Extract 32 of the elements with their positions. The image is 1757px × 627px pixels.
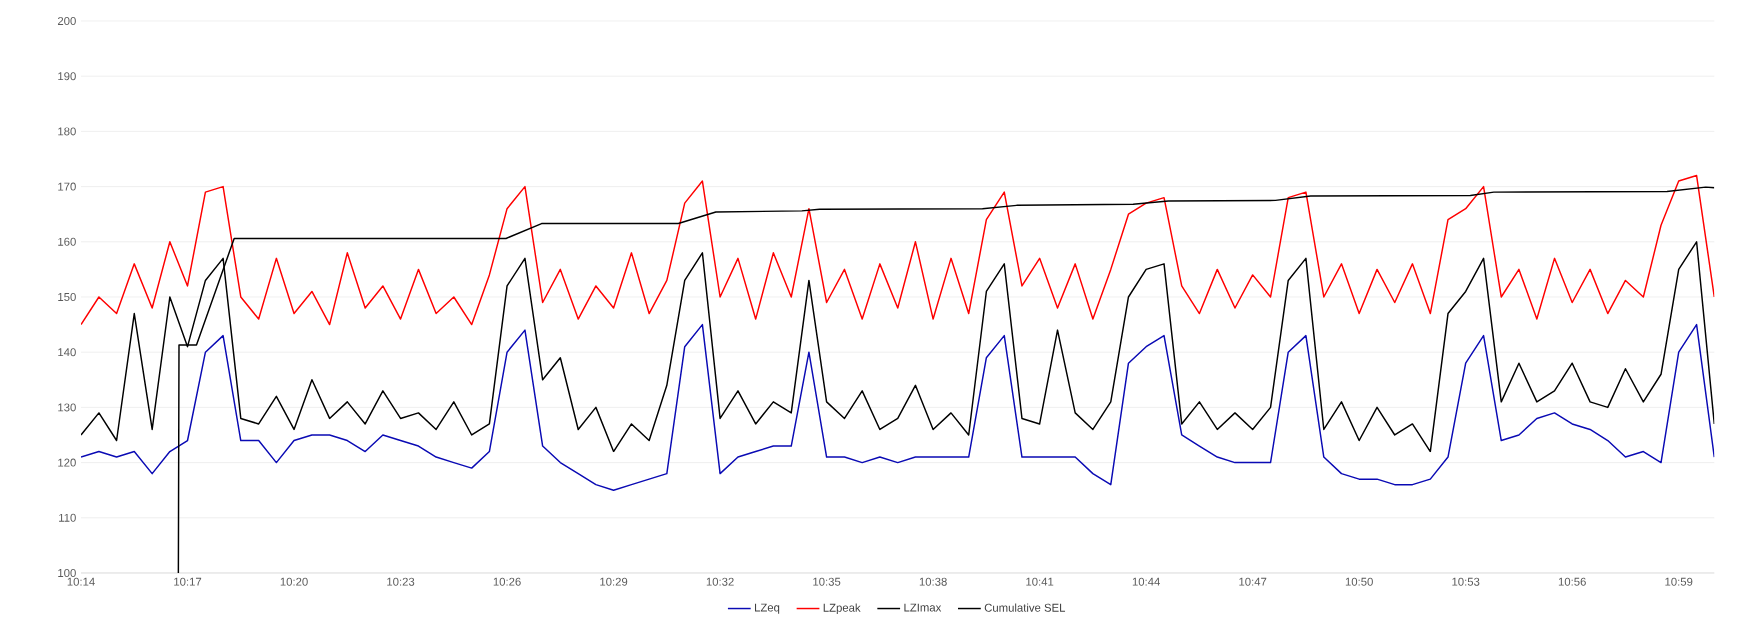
x-tick-label: 10:29 bbox=[600, 577, 628, 586]
x-tick-label: 10:47 bbox=[1239, 577, 1267, 586]
legend-label: Cumulative SEL bbox=[984, 603, 1066, 612]
x-tick-label: 10:50 bbox=[1345, 577, 1373, 586]
x-tick-label: 10:32 bbox=[706, 577, 734, 586]
x-tick-label: 10:35 bbox=[813, 577, 841, 586]
x-tick-label: 10:53 bbox=[1452, 577, 1480, 586]
y-tick-label: 100 bbox=[58, 568, 76, 577]
line-series bbox=[81, 174, 1715, 326]
y-tick-label: 190 bbox=[58, 72, 76, 81]
legend-label: LZeq bbox=[755, 603, 780, 614]
x-tick-label: 10:44 bbox=[1132, 577, 1160, 586]
x-tick-label: 10:59 bbox=[1665, 577, 1693, 586]
legend-label: LZImax bbox=[904, 603, 942, 612]
x-tick-label: 10:23 bbox=[387, 577, 415, 586]
x-tick-label: 10:41 bbox=[1026, 577, 1054, 586]
x-tick-label: 10:17 bbox=[174, 577, 202, 586]
y-tick-label: 160 bbox=[58, 237, 76, 246]
y-tick-label: 170 bbox=[58, 182, 76, 191]
y-tick-label: 150 bbox=[58, 292, 76, 301]
x-tick-label: 10:26 bbox=[493, 577, 521, 586]
y-tick-label: 140 bbox=[58, 348, 76, 357]
y-tick-label: 130 bbox=[58, 403, 76, 412]
y-tick-label: 110 bbox=[59, 513, 76, 522]
x-tick-label: 10:56 bbox=[1558, 577, 1586, 586]
legend-label: LZpeak bbox=[823, 603, 861, 614]
x-tick-label: 10:14 bbox=[67, 577, 95, 586]
y-tick-label: 120 bbox=[58, 458, 76, 467]
x-tick-label: 10:20 bbox=[280, 577, 308, 586]
y-tick-label: 200 bbox=[57, 16, 76, 25]
y-tick-label: 180 bbox=[58, 127, 76, 136]
x-tick-label: 10:38 bbox=[919, 577, 947, 586]
